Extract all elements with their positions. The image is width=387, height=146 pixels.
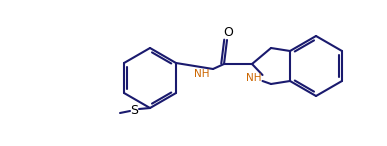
Text: NH: NH: [246, 73, 261, 83]
Text: S: S: [130, 104, 138, 117]
Text: NH: NH: [194, 69, 210, 79]
Text: O: O: [223, 27, 233, 40]
